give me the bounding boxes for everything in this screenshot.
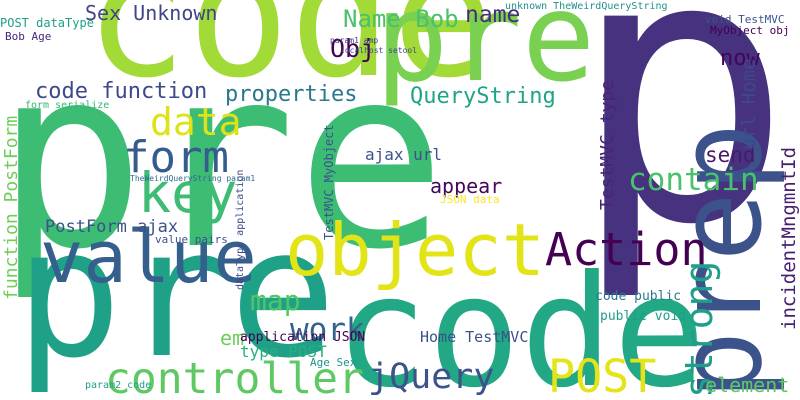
word: function PostForm xyxy=(1,116,22,300)
word: object xyxy=(285,208,545,292)
word: send xyxy=(705,143,756,167)
word: pre xyxy=(15,190,337,397)
word: JSON data xyxy=(440,193,500,206)
word: code xyxy=(335,243,706,400)
word: dataType application xyxy=(235,170,246,290)
word: key xyxy=(138,161,237,225)
word: em xyxy=(220,326,244,350)
word: value pairs xyxy=(155,233,228,246)
word: ajax url xyxy=(365,145,442,164)
word: data xyxy=(150,100,242,144)
word: localhost setool xyxy=(340,46,417,55)
word: TestMVC type xyxy=(597,80,618,210)
word: POST dataType xyxy=(0,16,94,30)
word: element xyxy=(705,373,789,397)
word: Action xyxy=(545,223,708,276)
word: url Home xyxy=(738,58,760,150)
word: form serialize xyxy=(25,100,109,111)
word: strong xyxy=(677,261,721,398)
word: Age Sex xyxy=(310,356,357,369)
word: jQuery xyxy=(368,357,494,397)
word: name xyxy=(465,2,520,28)
word: Sex Unknown xyxy=(85,1,217,25)
word: form xyxy=(123,132,229,183)
word: type POST xyxy=(240,342,327,361)
word: param1 amp xyxy=(330,36,378,45)
word: QueryString xyxy=(410,84,556,109)
word: void TestMVC xyxy=(705,13,784,26)
word: prep xyxy=(654,123,788,400)
word: work xyxy=(290,312,365,348)
word: param2 code xyxy=(85,380,151,391)
word: POST xyxy=(548,350,656,400)
word: Bob Age xyxy=(5,30,51,43)
word: unknown TheWeirdQueryString xyxy=(505,1,668,12)
word: public void xyxy=(600,309,686,324)
word: p xyxy=(570,0,793,306)
word: properties xyxy=(225,82,357,107)
word: value xyxy=(40,215,257,299)
word: Name Bob xyxy=(343,5,459,33)
word: incidentMngmntId xyxy=(778,147,800,330)
word: pre xyxy=(375,0,595,109)
word: map xyxy=(250,284,301,317)
word: TheWeirdQueryString param1 xyxy=(130,174,255,183)
word: PostForm ajax xyxy=(45,217,178,237)
word: contain xyxy=(628,162,759,198)
word: application JSON xyxy=(240,330,365,345)
word: pre xyxy=(0,13,447,304)
word: appear xyxy=(430,174,502,198)
word: code public xyxy=(595,289,681,304)
word: code xyxy=(85,0,494,116)
word: now xyxy=(720,46,760,71)
word: TestMVC MyObject xyxy=(322,124,336,240)
word: controller xyxy=(105,354,364,400)
word: code function xyxy=(35,79,207,104)
word: MyObject obj xyxy=(710,24,789,37)
word: Obj xyxy=(330,34,375,63)
word: Home TestMVC xyxy=(420,328,528,346)
